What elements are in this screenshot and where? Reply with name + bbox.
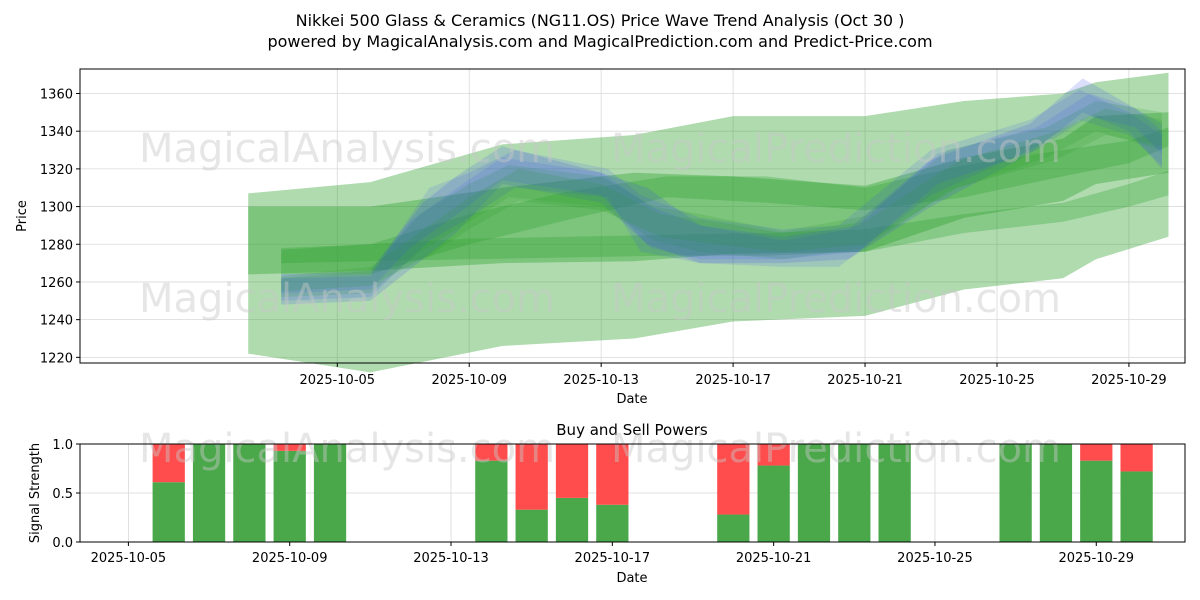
band-lower-channel xyxy=(281,170,1169,264)
buy-bar xyxy=(878,444,911,542)
price-watermarks: MagicalAnalysis.com MagicalPrediction.co… xyxy=(139,126,1061,322)
buy-bar xyxy=(152,482,185,542)
band-wave-2 xyxy=(281,101,1162,297)
watermark-prediction-bottom: MagicalPrediction.com xyxy=(611,426,1061,472)
watermark-prediction-mid: MagicalPrediction.com xyxy=(611,276,1061,322)
signal-x-tick-label-2025-10-25: 2025-10-25 xyxy=(897,551,973,566)
band-wave-3 xyxy=(281,89,1162,301)
signal-x-tick-label-2025-10-05: 2025-10-05 xyxy=(91,551,167,566)
band-wave-4 xyxy=(281,108,1162,292)
x-tick-label-2025-10-21: 2025-10-21 xyxy=(827,373,903,388)
band-wide-band xyxy=(248,72,1169,373)
x-tick-label-2025-10-17: 2025-10-17 xyxy=(695,373,771,388)
price-y-axis: 1220 1240 1260 1280 1300 1320 1340 1360 xyxy=(40,88,80,366)
price-x-label: Date xyxy=(616,392,647,407)
watermark-analysis-top: MagicalAnalysis.com xyxy=(139,126,555,172)
signal-y-tick-label-1.0: 1.0 xyxy=(52,438,73,453)
band-wave-1 xyxy=(281,78,1162,305)
band-mid-band xyxy=(248,112,1169,275)
y-tick-label-1240: 1240 xyxy=(40,314,73,329)
x-tick-label-2025-10-25: 2025-10-25 xyxy=(959,373,1035,388)
buy-bar xyxy=(192,444,226,542)
x-tick-label-2025-10-05: 2025-10-05 xyxy=(300,373,376,388)
buy-bar xyxy=(1080,460,1113,542)
buy-bar xyxy=(515,509,548,542)
buy-bar xyxy=(555,497,589,542)
figure-title-line-2: powered by MagicalAnalysis.com and Magic… xyxy=(267,32,932,51)
y-tick-label-1260: 1260 xyxy=(40,276,73,291)
signal-x-tick-label-2025-10-17: 2025-10-17 xyxy=(575,551,651,566)
y-tick-label-1360: 1360 xyxy=(40,88,73,103)
price-y-label: Price xyxy=(15,200,30,232)
y-tick-label-1280: 1280 xyxy=(40,238,73,253)
signal-watermarks: MagicalAnalysis.com MagicalPrediction.co… xyxy=(139,426,1061,472)
watermark-analysis-mid: MagicalAnalysis.com xyxy=(139,276,555,322)
buy-bar xyxy=(273,450,306,542)
price-grid xyxy=(80,69,1185,363)
buy-bar xyxy=(596,504,629,542)
x-tick-label-2025-10-13: 2025-10-13 xyxy=(563,373,639,388)
price-x-axis: 2025-10-05 2025-10-09 2025-10-13 2025-10-17… xyxy=(300,363,1167,388)
x-tick-label-2025-10-29: 2025-10-29 xyxy=(1091,373,1167,388)
band-upper-channel xyxy=(281,127,1169,275)
sell-bar xyxy=(596,444,629,505)
buy-bar xyxy=(475,460,508,542)
buy-bar xyxy=(797,444,831,542)
price-plot-frame xyxy=(79,68,1186,364)
signal-y-tick-label-0.5: 0.5 xyxy=(52,487,73,502)
y-tick-label-1320: 1320 xyxy=(40,163,73,178)
price-bands xyxy=(248,72,1169,373)
sell-bar xyxy=(273,444,306,451)
buy-bar xyxy=(233,444,266,542)
buy-sell-title: Buy and Sell Powers xyxy=(556,421,708,439)
sell-bar xyxy=(1120,444,1153,472)
x-tick-label-2025-10-09: 2025-10-09 xyxy=(431,373,507,388)
y-tick-label-1220: 1220 xyxy=(40,351,73,366)
buy-bar xyxy=(717,514,750,542)
signal-x-tick-label-2025-10-21: 2025-10-21 xyxy=(736,551,812,566)
sell-bar xyxy=(475,444,508,461)
sell-bar xyxy=(717,444,750,515)
signal-x-label: Date xyxy=(616,571,647,586)
signal-y-tick-label-0.0: 0.0 xyxy=(52,536,73,551)
signal-bars xyxy=(152,444,1153,542)
buy-bar xyxy=(757,465,790,542)
price-wave-chart: MagicalAnalysis.com MagicalPrediction.co… xyxy=(15,68,1186,407)
buy-bar xyxy=(1039,444,1073,542)
watermark-prediction-top: MagicalPrediction.com xyxy=(611,126,1061,172)
sell-bar xyxy=(152,444,185,483)
buy-bar xyxy=(313,444,347,542)
sell-bar xyxy=(757,444,790,466)
figure-title-line-1: Nikkei 500 Glass & Ceramics (NG11.OS) Pr… xyxy=(296,11,905,30)
buy-sell-chart: Buy and Sell Powers MagicalAnalysis.com … xyxy=(28,421,1186,586)
y-tick-label-1300: 1300 xyxy=(40,201,73,216)
sell-bar xyxy=(1080,444,1113,461)
sell-bar xyxy=(515,444,548,510)
band-wave-5 xyxy=(281,93,1162,294)
signal-x-tick-label-2025-10-09: 2025-10-09 xyxy=(252,551,328,566)
signal-x-tick-label-2025-10-13: 2025-10-13 xyxy=(413,551,489,566)
buy-bar xyxy=(1120,471,1153,542)
signal-y-axis: 0.0 0.5 1.0 xyxy=(52,438,80,551)
signal-x-axis: 2025-10-05 2025-10-09 2025-10-13 2025-10-17… xyxy=(91,542,1134,566)
buy-bar xyxy=(999,444,1032,542)
sell-bar xyxy=(555,444,589,498)
signal-x-tick-label-2025-10-29: 2025-10-29 xyxy=(1058,551,1134,566)
buy-bar xyxy=(838,444,871,542)
watermark-analysis-bottom: MagicalAnalysis.com xyxy=(139,426,555,472)
y-tick-label-1340: 1340 xyxy=(40,125,73,140)
signal-y-label: Signal Strength xyxy=(28,443,43,543)
